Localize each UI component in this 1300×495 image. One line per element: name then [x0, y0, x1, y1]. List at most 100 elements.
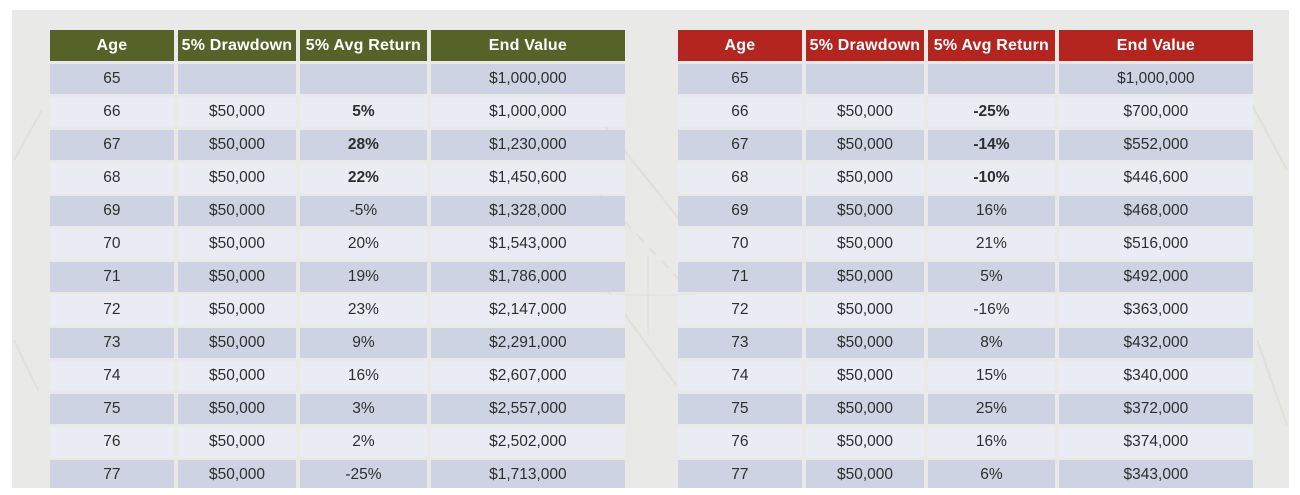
avg-return-cell: -25%	[928, 97, 1055, 127]
age-cell: 69	[50, 196, 174, 226]
age-cell: 75	[678, 394, 802, 424]
table-row: 68 $50,000 22% $1,450,600	[50, 163, 625, 193]
drawdown-cell: $50,000	[177, 97, 297, 127]
avg-return-cell: 25%	[928, 394, 1055, 424]
age-cell: 66	[50, 97, 174, 127]
drawdown-cell: $50,000	[805, 196, 925, 226]
end-value-cell: $2,291,000	[430, 328, 625, 358]
age-cell: 66	[678, 97, 802, 127]
avg-return-cell: 20%	[300, 229, 427, 259]
table-row: 73 $50,000 8% $432,000	[678, 328, 1253, 358]
end-value-cell: $374,000	[1058, 427, 1253, 457]
avg-return-cell: -14%	[928, 130, 1055, 160]
end-value-cell: $2,147,000	[430, 295, 625, 325]
age-cell: 67	[50, 130, 174, 160]
end-value-cell: $340,000	[1058, 361, 1253, 391]
age-cell: 68	[678, 163, 802, 193]
drawdown-cell	[177, 64, 297, 94]
age-cell: 76	[50, 427, 174, 457]
avg-return-cell: 8%	[928, 328, 1055, 358]
avg-return-cell: 5%	[928, 262, 1055, 292]
age-cell: 73	[50, 328, 174, 358]
age-cell: 70	[50, 229, 174, 259]
avg-return-cell: 5%	[300, 97, 427, 127]
drawdown-cell: $50,000	[177, 196, 297, 226]
table-row: 76 $50,000 2% $2,502,000	[50, 427, 625, 457]
column-header: 5% Avg Return	[928, 30, 1055, 61]
drawdown-cell: $50,000	[805, 229, 925, 259]
end-value-cell: $1,000,000	[430, 64, 625, 94]
drawdown-cell: $50,000	[177, 262, 297, 292]
avg-return-cell: -25%	[300, 460, 427, 488]
end-value-cell: $1,450,600	[430, 163, 625, 193]
drawdown-cell: $50,000	[805, 460, 925, 488]
avg-return-cell	[300, 64, 427, 94]
end-value-cell: $432,000	[1058, 328, 1253, 358]
header-row: Age 5% Drawdown 5% Avg Return End Value	[678, 30, 1253, 61]
end-value-cell: $468,000	[1058, 196, 1253, 226]
column-header: Age	[678, 30, 802, 61]
avg-return-cell: -10%	[928, 163, 1055, 193]
drawdown-cell: $50,000	[177, 229, 297, 259]
drawdown-cell: $50,000	[805, 97, 925, 127]
age-cell: 67	[678, 130, 802, 160]
end-value-cell: $1,000,000	[1058, 64, 1253, 94]
avg-return-cell: 28%	[300, 130, 427, 160]
table-row: 70 $50,000 20% $1,543,000	[50, 229, 625, 259]
table-row: 76 $50,000 16% $374,000	[678, 427, 1253, 457]
avg-return-cell: 23%	[300, 295, 427, 325]
table-row: 70 $50,000 21% $516,000	[678, 229, 1253, 259]
age-cell: 74	[678, 361, 802, 391]
end-value-cell: $2,607,000	[430, 361, 625, 391]
table-row: 77 $50,000 -25% $1,713,000	[50, 460, 625, 488]
age-cell: 68	[50, 163, 174, 193]
drawdown-cell: $50,000	[177, 295, 297, 325]
header-row: Age 5% Drawdown 5% Avg Return End Value	[50, 30, 625, 61]
drawdown-cell: $50,000	[805, 163, 925, 193]
drawdown-cell: $50,000	[177, 328, 297, 358]
avg-return-cell: 6%	[928, 460, 1055, 488]
drawdown-cell: $50,000	[177, 427, 297, 457]
age-cell: 77	[678, 460, 802, 488]
drawdown-cell: $50,000	[177, 460, 297, 488]
table-row: 74 $50,000 16% $2,607,000	[50, 361, 625, 391]
red-scenario-table: Age 5% Drawdown 5% Avg Return End Value 65 $…	[678, 30, 1253, 488]
end-value-cell: $1,230,000	[430, 130, 625, 160]
data-table-green: Age 5% Drawdown 5% Avg Return End Value 65 $…	[50, 30, 625, 488]
end-value-cell: $1,328,000	[430, 196, 625, 226]
age-cell: 73	[678, 328, 802, 358]
avg-return-cell: 3%	[300, 394, 427, 424]
avg-return-cell: 19%	[300, 262, 427, 292]
table-row: 69 $50,000 -5% $1,328,000	[50, 196, 625, 226]
age-cell: 72	[678, 295, 802, 325]
age-cell: 72	[50, 295, 174, 325]
column-header: 5% Avg Return	[300, 30, 427, 61]
avg-return-cell: -16%	[928, 295, 1055, 325]
age-cell: 65	[50, 64, 174, 94]
end-value-cell: $516,000	[1058, 229, 1253, 259]
data-table-red: Age 5% Drawdown 5% Avg Return End Value 65 $…	[678, 30, 1253, 488]
end-value-cell: $700,000	[1058, 97, 1253, 127]
drawdown-cell: $50,000	[177, 163, 297, 193]
table-row: 75 $50,000 3% $2,557,000	[50, 394, 625, 424]
avg-return-cell: 2%	[300, 427, 427, 457]
table-row: 71 $50,000 5% $492,000	[678, 262, 1253, 292]
table-row: 77 $50,000 6% $343,000	[678, 460, 1253, 488]
green-scenario-table: Age 5% Drawdown 5% Avg Return End Value 65 $…	[50, 30, 625, 488]
table-row: 71 $50,000 19% $1,786,000	[50, 262, 625, 292]
end-value-cell: $2,502,000	[430, 427, 625, 457]
avg-return-cell: 16%	[928, 196, 1055, 226]
end-value-cell: $552,000	[1058, 130, 1253, 160]
column-header: End Value	[430, 30, 625, 61]
table-row: 72 $50,000 23% $2,147,000	[50, 295, 625, 325]
avg-return-cell: 21%	[928, 229, 1055, 259]
age-cell: 65	[678, 64, 802, 94]
column-header: Age	[50, 30, 174, 61]
age-cell: 76	[678, 427, 802, 457]
column-header: 5% Drawdown	[177, 30, 297, 61]
end-value-cell: $343,000	[1058, 460, 1253, 488]
end-value-cell: $372,000	[1058, 394, 1253, 424]
column-header: 5% Drawdown	[805, 30, 925, 61]
end-value-cell: $1,000,000	[430, 97, 625, 127]
